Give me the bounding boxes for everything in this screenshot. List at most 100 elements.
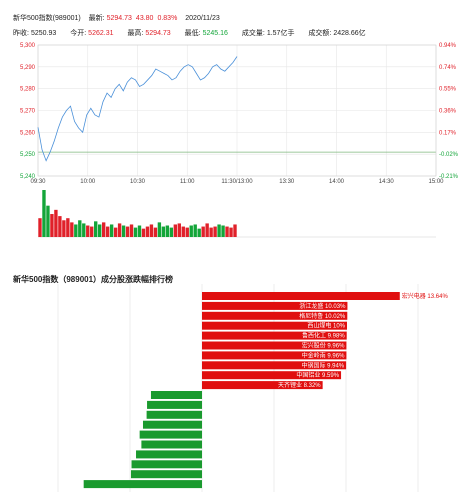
volume-bar bbox=[42, 190, 46, 237]
y-tick-right: 0.74% bbox=[439, 65, 457, 71]
quote-row-1: 新华500指数(989001) 最新: 5294.73 43.80 0.83% 202… bbox=[13, 13, 226, 23]
volume-bar bbox=[50, 214, 54, 237]
rank-bar bbox=[136, 450, 202, 459]
volume-bar bbox=[177, 223, 181, 237]
volume-bar bbox=[181, 226, 185, 237]
rank-bar bbox=[202, 331, 347, 340]
latest-label: 最新: bbox=[88, 15, 105, 22]
rank-bar-label: 中国铝业 9.59% bbox=[296, 371, 339, 379]
rank-bar-label: 首旅酒店 -4.07% bbox=[204, 421, 249, 429]
rank-bar-label: 格尼特鲁 10.02% bbox=[299, 312, 346, 320]
rank-bar bbox=[202, 361, 347, 370]
price-frame bbox=[37, 44, 437, 177]
rank-bar-label: 宏兴电器 13.64% bbox=[402, 292, 449, 300]
high-label: 最高: bbox=[127, 30, 144, 37]
rank-bar bbox=[130, 470, 202, 479]
volume-bar bbox=[205, 223, 209, 237]
quote-header: 新华500指数(989001) 最新: 5294.73 43.80 0.83% 202… bbox=[0, 0, 462, 40]
rank-bar-label: 贝达药业 -8.16% bbox=[204, 480, 249, 488]
y-tick-right: 0.94% bbox=[439, 43, 457, 49]
volume-bar bbox=[217, 224, 221, 237]
y-tick-left: 5,250 bbox=[20, 152, 36, 158]
rank-bar bbox=[202, 381, 323, 390]
volume-bar bbox=[161, 226, 166, 237]
rank-bar bbox=[131, 460, 202, 469]
rank-bar bbox=[150, 391, 202, 399]
volume-bar bbox=[145, 226, 150, 237]
x-tick-label: 13:30 bbox=[279, 179, 295, 185]
volume-value: 1.57亿手 bbox=[266, 30, 295, 37]
volume-bar bbox=[78, 220, 82, 237]
rank-bar-label: 浙江龙盛 10.03% bbox=[299, 302, 346, 310]
amount-value: 2428.66亿 bbox=[333, 30, 366, 37]
volume-bar bbox=[46, 205, 50, 237]
y-tick-right: 0.36% bbox=[439, 109, 457, 115]
volume-bar bbox=[197, 228, 201, 237]
volume-bar bbox=[165, 225, 170, 237]
volume-bar bbox=[125, 226, 130, 237]
high-value: 5294.73 bbox=[145, 30, 171, 37]
rank-bar-label: 丸美股份 -4.9% bbox=[204, 470, 246, 478]
x-tick-label: 14:30 bbox=[379, 179, 395, 185]
rank-bar bbox=[139, 430, 202, 439]
rank-bar-label: 微盟集团 -4.55% bbox=[204, 450, 249, 458]
volume-bar bbox=[213, 226, 217, 237]
volume-bar bbox=[98, 224, 102, 237]
quote-row-2: 昨收: 5250.93 今开: 5262.31 最高: 5294.73 最低: 5245… bbox=[13, 28, 372, 38]
volume-bar bbox=[149, 224, 154, 237]
y-tick-left: 5,280 bbox=[20, 87, 36, 93]
y-tick-left: 5,270 bbox=[20, 109, 36, 115]
volume-bar bbox=[153, 227, 158, 237]
rank-bar bbox=[202, 311, 348, 320]
y-tick-right: -0.21% bbox=[439, 174, 459, 180]
rank-bar-label: 欧亚泰 -4.3% bbox=[204, 431, 240, 439]
rank-bar bbox=[202, 321, 347, 330]
volume-bar bbox=[54, 209, 58, 237]
rank-bar-label: 万达电影 -3.52% bbox=[204, 391, 249, 399]
y-tick-right: -0.02% bbox=[439, 152, 459, 158]
volume-bar bbox=[189, 225, 193, 237]
rank-bar-label: 东方航空 -3.79% bbox=[204, 401, 249, 409]
volume-bar bbox=[58, 216, 62, 237]
x-tick-label: 11:30/13:00 bbox=[221, 179, 253, 185]
rank-bar-label: 石基信息 -4.18% bbox=[204, 441, 249, 449]
rank-bar bbox=[83, 480, 202, 489]
volume-bar bbox=[70, 222, 74, 237]
rank-bar bbox=[202, 292, 400, 300]
change-value: 43.80 bbox=[135, 15, 154, 22]
quote-date: 2020/11/23 bbox=[185, 15, 220, 22]
rank-bar-label: 健帆生 -3.82% bbox=[204, 411, 243, 419]
x-tick-label: 15:00 bbox=[428, 179, 444, 185]
rank-bar bbox=[202, 341, 347, 350]
x-tick-label: 10:30 bbox=[130, 179, 146, 185]
ranking-chart: 宏兴电器 13.64% 浙江龙盛 10.03% 格尼特鲁 10.02% 西山煤电 10… bbox=[57, 284, 449, 492]
volume-bar bbox=[129, 224, 134, 237]
low-label: 最低: bbox=[184, 30, 201, 37]
rank-bar-label: 西山煤电 10% bbox=[307, 322, 345, 330]
open-label: 今开: bbox=[70, 30, 87, 37]
rank-bar bbox=[147, 400, 202, 409]
price-line bbox=[37, 56, 238, 162]
amount-label: 成交额: bbox=[308, 30, 332, 37]
rank-bar-label: 鲁西化工 9.98% bbox=[302, 332, 345, 340]
volume-bar bbox=[105, 226, 110, 237]
rank-bar-label: 锦江酒店 -4.86% bbox=[204, 460, 249, 468]
intraday-chart: 5,300 0.94% 5,290 0.74% 5,280 0.55% 5,270 0.36%… bbox=[20, 43, 459, 238]
volume-bar bbox=[133, 227, 138, 237]
volume-bar bbox=[38, 218, 42, 237]
volume-bar bbox=[225, 226, 229, 237]
y-tick-right: 0.55% bbox=[439, 87, 457, 93]
rank-bar-label: 中金岭南 9.96% bbox=[302, 351, 345, 359]
y-tick-left: 5,260 bbox=[20, 130, 36, 136]
y-tick-left: 5,240 bbox=[20, 174, 36, 180]
volume-bar bbox=[221, 225, 225, 237]
prev-close-value: 5250.93 bbox=[30, 30, 57, 37]
volume-bar bbox=[117, 223, 122, 237]
low-value: 5245.16 bbox=[202, 30, 228, 37]
y-tick-left: 5,290 bbox=[20, 65, 36, 71]
rank-bar bbox=[202, 351, 347, 360]
ranking-title: 新华500指数（989001）成分股涨跌幅排行榜 bbox=[13, 275, 174, 284]
rank-bar-label: 宏兴股份 9.96% bbox=[302, 342, 345, 350]
volume-bar bbox=[201, 226, 205, 237]
volume-bar bbox=[121, 225, 126, 237]
